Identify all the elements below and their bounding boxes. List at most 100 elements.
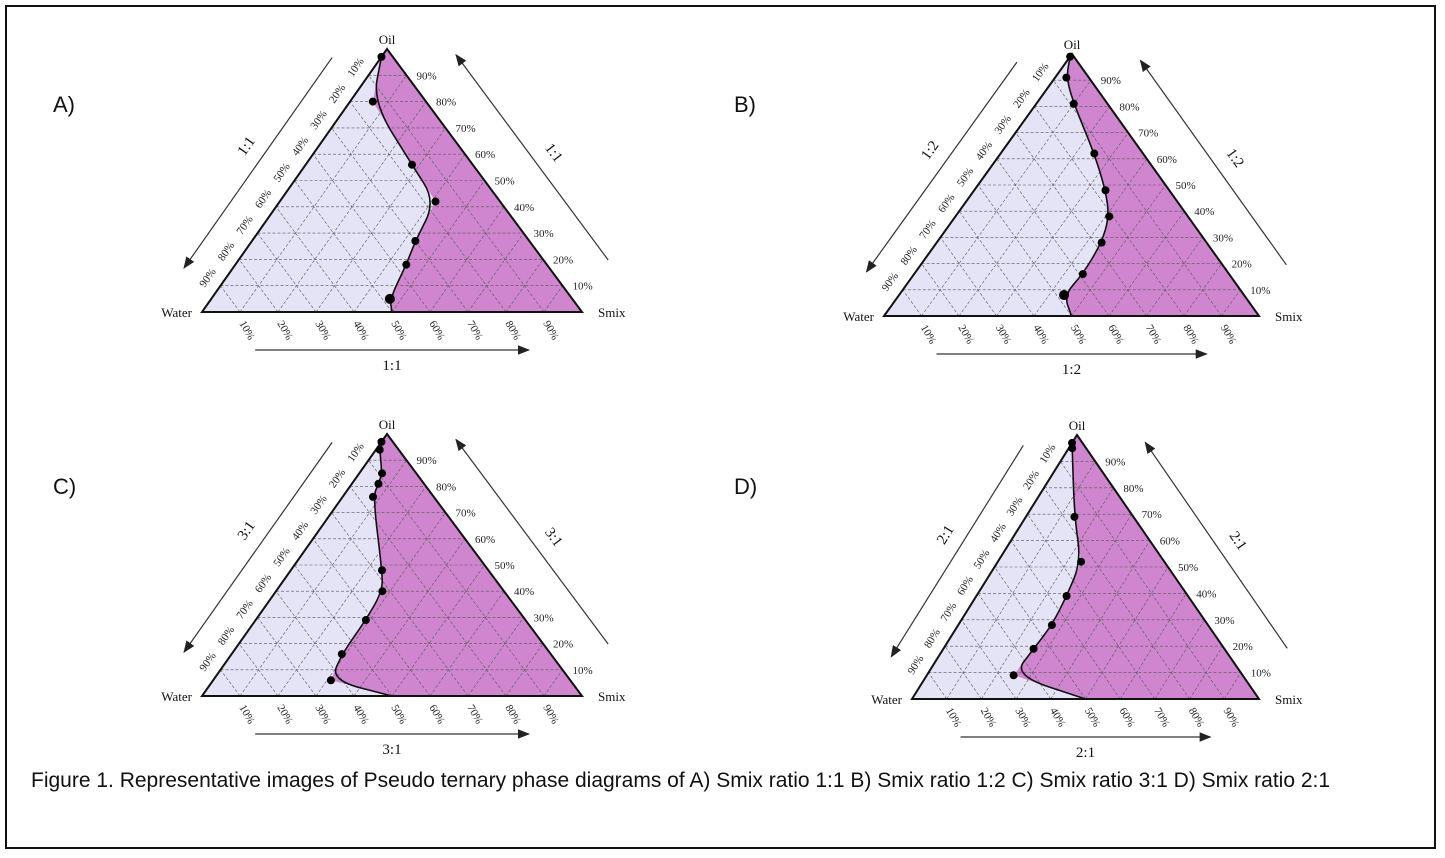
grid-line-smix <box>1085 566 1169 700</box>
tick-label-right: 20% <box>553 254 573 266</box>
tick-label-right: 80% <box>436 481 456 493</box>
panel-letter: B) <box>734 92 756 117</box>
light-region <box>912 442 1086 699</box>
grid-line-water <box>961 619 1017 700</box>
data-point <box>378 469 387 478</box>
grid-lines <box>902 79 1241 317</box>
panel-letter: A) <box>53 92 75 117</box>
panel-letter: D) <box>734 474 757 499</box>
right-ratio-label: 1:2 <box>1223 146 1247 171</box>
tick-label-bottom: 40% <box>350 703 370 726</box>
tick-label-left: 80% <box>898 244 920 267</box>
data-point <box>1059 290 1070 301</box>
tick-label-bottom: 90% <box>1218 323 1238 346</box>
tick-label-bottom: 50% <box>1082 706 1102 729</box>
grid-line-water <box>921 263 960 317</box>
tick-label-right: 70% <box>456 123 476 135</box>
grid-lines <box>220 75 563 313</box>
vertex-label-oil: Oil <box>1069 418 1086 433</box>
tick-label-bottom: 10% <box>943 706 963 729</box>
grid-line-water <box>368 75 545 313</box>
figure-caption: Figure 1. Representative images of Pseud… <box>31 769 1331 792</box>
data-point <box>378 566 386 575</box>
tick-label-right: 30% <box>534 612 554 624</box>
grid-line-smix <box>277 486 427 697</box>
tick-label-left: 60% <box>253 187 274 210</box>
tick-label-bottom: 60% <box>426 703 446 726</box>
tick-label-right: 50% <box>495 560 515 572</box>
grid-line-water <box>368 460 545 697</box>
tick-label-left: 10% <box>345 56 366 79</box>
data-point <box>384 293 395 304</box>
tick-label-right: 60% <box>1160 536 1180 548</box>
phase-boundary-line <box>202 56 431 313</box>
tick-label-bottom: 80% <box>1186 706 1206 729</box>
grid-line-smix <box>981 487 1114 700</box>
data-point <box>1066 52 1075 61</box>
grid-line-smix <box>429 206 505 313</box>
bottom-ratio-label: 3:1 <box>382 742 401 758</box>
tick-label-bottom: 30% <box>1012 706 1032 729</box>
grid-line-water <box>902 289 922 317</box>
vertex-label-oil: Oil <box>379 417 396 432</box>
grid-line-smix <box>946 461 1096 700</box>
tick-label-bottom: 50% <box>1068 323 1088 346</box>
grid-line-smix <box>996 132 1129 317</box>
grid-line-smix <box>1015 514 1132 700</box>
tick-label-bottom: 40% <box>350 319 370 342</box>
tick-label-left: 30% <box>308 108 329 131</box>
vertex-label-water: Water <box>871 692 902 707</box>
ternary-panel-4: Oil Water Smix D) 10% 20% 30% 40% 50% 60% 70% 80% 90… <box>734 418 1303 761</box>
data-point <box>378 587 387 596</box>
tick-label-left: 20% <box>327 82 348 105</box>
left-ratio-label: 1:2 <box>918 138 942 163</box>
ternary-diagram-figure: Oil Water Smix A) 10% 20% 30% 40% 50% 60% 70% 80% 90… <box>53 32 1303 761</box>
grid-line-smix <box>921 80 1091 317</box>
tick-label-bottom: 30% <box>993 323 1013 346</box>
vertex-label-oil: Oil <box>379 32 396 47</box>
grid-line-water <box>944 646 982 700</box>
data-point <box>375 445 384 454</box>
data-point <box>1105 212 1114 221</box>
grid-line-water <box>994 566 1086 700</box>
grid-line-water <box>928 672 947 700</box>
grid-line-smix <box>1221 289 1241 317</box>
tick-label-bottom: 90% <box>540 703 560 726</box>
grid-line-smix <box>1183 263 1222 317</box>
tick-label-right: 10% <box>1251 668 1271 680</box>
tick-label-bottom: 20% <box>274 703 294 726</box>
tick-label-right: 30% <box>1213 232 1233 244</box>
tick-label-left: 30% <box>992 113 1014 136</box>
grid-line-water <box>220 669 241 697</box>
data-point <box>337 650 346 659</box>
tick-label-left: 10% <box>345 441 366 464</box>
bottom-ratio-label: 2:1 <box>1076 745 1095 761</box>
tick-label-left: 80% <box>216 240 237 263</box>
tick-label-right: 30% <box>534 228 554 240</box>
data-point <box>377 52 386 61</box>
data-point <box>368 97 377 106</box>
tick-label-left: 40% <box>290 135 311 158</box>
vertex-label-smix: Smix <box>598 305 626 320</box>
tick-label-right: 40% <box>514 202 534 214</box>
right-ratio-label: 3:1 <box>541 525 565 550</box>
grid-line-smix <box>429 591 505 697</box>
tick-label-left: 70% <box>939 600 960 623</box>
tick-label-bottom: 60% <box>1117 706 1137 729</box>
grid-line-water <box>1034 106 1185 317</box>
tick-label-right: 60% <box>475 534 495 546</box>
left-ratio-label: 2:1 <box>934 523 958 548</box>
tick-label-bottom: 40% <box>1030 323 1050 346</box>
tick-label-right: 20% <box>553 639 573 651</box>
tick-label-bottom: 70% <box>464 319 484 342</box>
tick-label-left: 10% <box>1038 442 1059 465</box>
triangle-outline <box>200 47 584 313</box>
grid-line-water <box>275 206 355 313</box>
triangle-outline <box>910 433 1261 700</box>
tick-label-right: 10% <box>1250 285 1270 297</box>
panel-letter: C) <box>53 474 76 499</box>
tick-label-bottom: 10% <box>236 703 256 726</box>
tick-label-bottom: 50% <box>388 703 408 726</box>
tick-label-right: 60% <box>475 149 495 161</box>
grid-line-water <box>331 512 469 697</box>
